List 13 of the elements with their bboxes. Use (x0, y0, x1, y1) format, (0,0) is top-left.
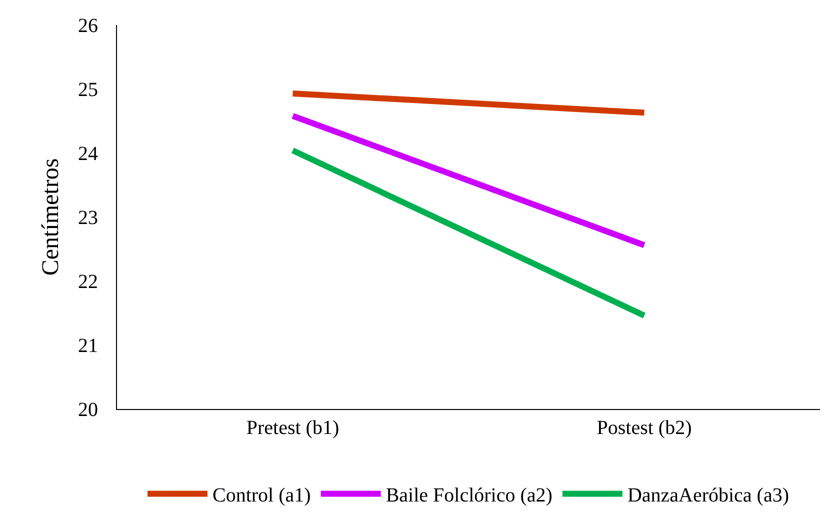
y-tick-label: 25 (78, 79, 98, 101)
legend-label: Baile Folclórico (a2) (386, 484, 552, 507)
y-tick-label: 24 (78, 143, 98, 165)
y-tick-label: 20 (78, 399, 98, 421)
x-tick-label: Postest (b2) (596, 417, 692, 439)
legend-label: DanzaAeróbica (a3) (627, 484, 789, 507)
y-tick-label: 21 (78, 335, 98, 357)
y-tick-label: 23 (78, 207, 98, 229)
x-tick-label: Pretest (b1) (246, 417, 340, 439)
y-tick-label: 26 (78, 15, 98, 37)
y-tick-label: 22 (78, 271, 98, 293)
legend-label: Control (a1) (212, 484, 311, 507)
y-axis-title: Centímetros (38, 158, 64, 276)
